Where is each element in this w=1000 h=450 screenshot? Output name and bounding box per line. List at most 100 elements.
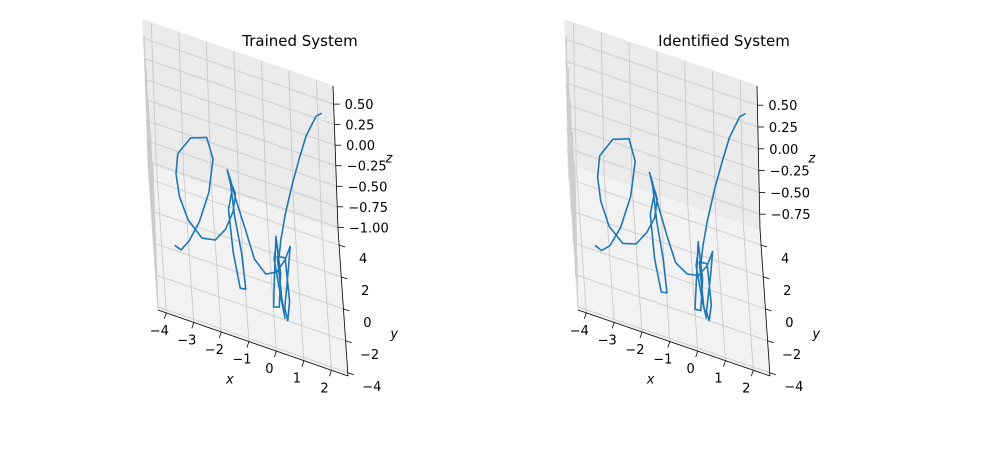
- x-grid-line: [265, 204, 277, 352]
- z-grid-line: [146, 119, 337, 187]
- x-grid-line: [684, 61, 689, 205]
- y-tick-label: 4: [359, 252, 367, 267]
- trajectory-line: [594, 113, 746, 322]
- y-tick-label: 2: [361, 284, 369, 299]
- z-grid-line: [145, 99, 336, 167]
- x-tick-mark: [611, 322, 615, 329]
- plot-trained-system: Trained System −4 −3 −2 −1 0 1 2 −4 −2 0 2 4 −1.00 −0…: [142, 19, 398, 396]
- z-grid-line: [144, 58, 335, 126]
- z-tick-label: 0.00: [769, 143, 798, 158]
- z-tick-label: 0.50: [345, 98, 374, 113]
- x-tick-label: 1: [293, 372, 301, 387]
- z-grid-line: [566, 82, 759, 150]
- x-tick-label: −2: [205, 343, 224, 358]
- plot-title: Identified System: [658, 32, 790, 50]
- x-axis-line: [577, 309, 771, 377]
- z-grid-line: [566, 104, 578, 252]
- z-grid-line: [143, 58, 155, 206]
- x-grid-line: [628, 41, 633, 186]
- x-grid-line: [183, 175, 195, 323]
- trajectory-line: [174, 112, 322, 322]
- z-grid-line: [567, 148, 579, 296]
- x-grid-line: [739, 80, 744, 224]
- y-tick-label: 2: [783, 284, 791, 299]
- z-tick-label: 0.50: [768, 99, 797, 114]
- z-tick-label: 0.00: [346, 139, 375, 154]
- x-tick-mark: [274, 350, 277, 358]
- y-tick-mark: [767, 340, 774, 344]
- x-tick-label: −4: [150, 324, 169, 339]
- x-tick-mark: [750, 370, 754, 377]
- z-grid-line: [567, 125, 760, 193]
- z-axis-line: [332, 85, 339, 230]
- y-tick-mark: [338, 244, 346, 248]
- z-tick-label: 0.25: [345, 119, 374, 134]
- y-tick-mark: [765, 308, 772, 312]
- z-grid-line: [147, 161, 159, 309]
- x-tick-mark: [667, 341, 671, 348]
- x-grid-line: [233, 51, 240, 195]
- x-grid-line: [742, 223, 754, 371]
- z-axis-label: z: [385, 152, 394, 167]
- x-tick-mark: [639, 331, 643, 339]
- x-tick-mark: [723, 360, 726, 367]
- y-tick-mark: [345, 340, 352, 344]
- x-tick-mark: [163, 312, 167, 320]
- x-grid-line: [575, 165, 587, 313]
- y-tick-label: −2: [360, 348, 379, 363]
- y-tick-label: 0: [363, 316, 371, 331]
- x-grid-line: [260, 61, 267, 205]
- x-tick-mark: [695, 350, 699, 358]
- x-axis-label: x: [225, 373, 234, 388]
- x-grid-line: [288, 70, 295, 214]
- y-tick-label: −4: [784, 380, 803, 395]
- x-tick-label: 0: [265, 362, 273, 377]
- y-grid-line: [153, 242, 344, 310]
- z-grid-line: [143, 38, 155, 186]
- x-tick-label: 2: [320, 381, 328, 396]
- y-axis-label: y: [811, 327, 820, 342]
- y-tick-label: −2: [782, 348, 801, 363]
- z-grid-line: [565, 60, 577, 209]
- y-tick-mark: [347, 372, 354, 376]
- x-grid-line: [155, 165, 167, 313]
- x-grid-line: [321, 223, 332, 371]
- x-tick-label: 2: [742, 381, 750, 396]
- y-grid-line: [151, 210, 342, 278]
- y-tick-mark: [769, 372, 776, 376]
- z-grid-line: [146, 120, 157, 268]
- y-grid-line: [573, 242, 766, 310]
- z-grid-line: [145, 99, 157, 247]
- x-tick-label: −1: [232, 353, 251, 368]
- y-tick-label: 4: [781, 252, 789, 267]
- z-axis-label: z: [808, 152, 817, 167]
- y-tick-label: 0: [785, 316, 793, 331]
- x-grid-line: [572, 22, 577, 166]
- z-grid-line: [144, 79, 156, 227]
- y-grid-line: [568, 178, 762, 246]
- y-tick-mark: [341, 276, 348, 280]
- x-grid-line: [687, 204, 699, 352]
- x-tick-mark: [583, 312, 587, 320]
- z-grid-line: [565, 60, 759, 128]
- y-axis-line: [337, 228, 349, 377]
- z-grid-line: [566, 104, 759, 172]
- y-tick-mark: [763, 276, 770, 280]
- x-grid-line: [656, 51, 661, 195]
- z-tick-label: −0.25: [770, 165, 810, 180]
- plot-identified-system: Identified System −4 −3 −2 −1 0 1 2 −4 −2 0 2 4 −0.7…: [564, 19, 820, 396]
- y-tick-label: −4: [362, 380, 381, 395]
- x-tick-mark: [329, 370, 332, 377]
- x-axis-label: x: [646, 373, 655, 388]
- z-grid-line: [566, 126, 578, 274]
- x-grid-line: [293, 213, 305, 361]
- x-grid-line: [316, 80, 322, 224]
- z-tick-label: 0.25: [769, 121, 798, 136]
- y-grid-line: [157, 306, 348, 374]
- y-grid-line: [571, 210, 764, 278]
- z-axis-line: [756, 85, 761, 230]
- x-grid-line: [205, 41, 212, 186]
- z-grid-line: [564, 39, 576, 187]
- y-grid-line: [575, 274, 768, 342]
